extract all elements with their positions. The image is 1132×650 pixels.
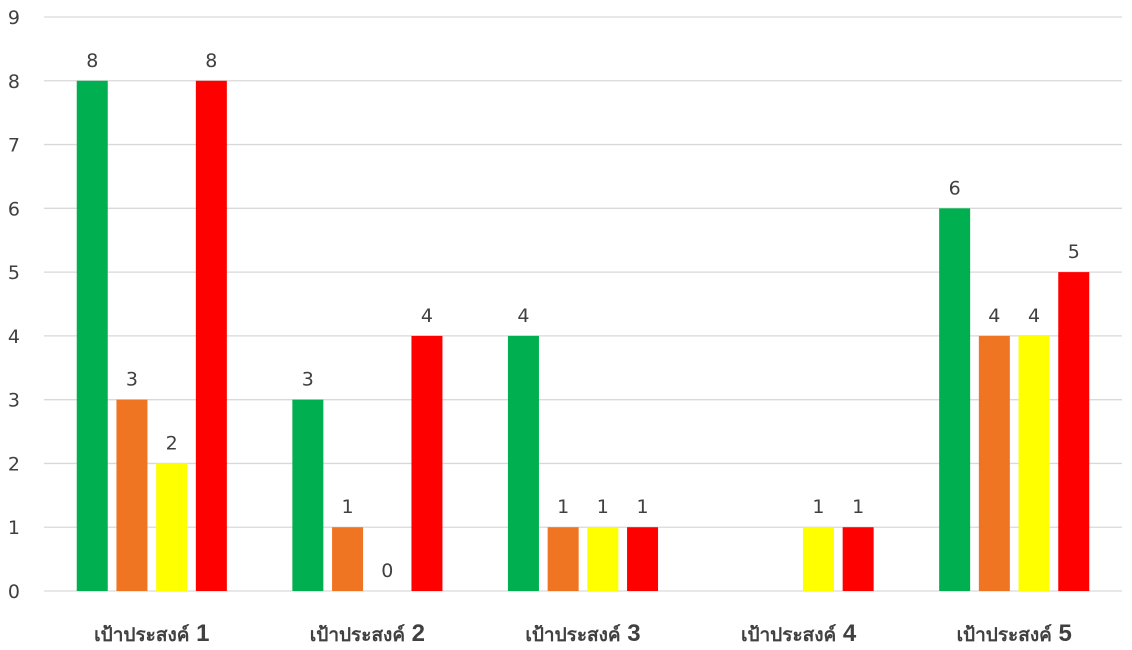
y-tick-label: 4	[8, 326, 20, 348]
x-category-text: เป้าประสงค์	[94, 624, 196, 646]
data-label: 4	[421, 305, 433, 327]
x-category-number: 2	[412, 620, 425, 646]
x-category-label: เป้าประสงค์ 4	[741, 620, 857, 646]
y-tick-label: 2	[8, 453, 20, 475]
data-label: 4	[517, 305, 529, 327]
bar	[76, 80, 108, 592]
y-tick-label: 5	[8, 262, 20, 284]
data-label: 1	[852, 496, 864, 518]
x-category-text: เป้าประสงค์	[310, 624, 412, 646]
data-label: 2	[166, 432, 178, 454]
bar	[547, 527, 579, 591]
y-tick-label: 7	[8, 135, 20, 157]
data-label: 4	[1028, 305, 1040, 327]
y-axis-ticks: 0 1 2 3 4 5 6 7 8 9	[8, 7, 20, 603]
x-category-number: 3	[627, 620, 640, 646]
x-category-label: เป้าประสงค์ 3	[525, 620, 640, 646]
bar	[842, 527, 874, 591]
data-label: 1	[557, 496, 569, 518]
y-tick-label: 6	[8, 198, 20, 220]
x-category-number: 4	[843, 620, 857, 646]
x-category-label: เป้าประสงค์ 5	[957, 620, 1072, 646]
x-category-text: เป้าประสงค์	[525, 624, 627, 646]
bar	[195, 80, 227, 592]
x-category-text: เป้าประสงค์	[741, 624, 843, 646]
y-tick-label: 8	[8, 71, 20, 93]
y-tick-label: 9	[8, 7, 20, 29]
data-label: 1	[597, 496, 609, 518]
bar	[627, 527, 659, 591]
x-category-number: 1	[196, 620, 209, 646]
bar	[332, 527, 364, 591]
bar	[507, 335, 539, 591]
bar	[1058, 272, 1090, 591]
x-category-label: เป้าประสงค์ 2	[310, 620, 425, 646]
y-tick-label: 0	[8, 581, 20, 603]
bar	[411, 335, 443, 591]
x-category-text: เป้าประสงค์	[957, 624, 1059, 646]
data-label: 6	[949, 177, 961, 199]
bar	[978, 335, 1010, 591]
data-label: 1	[812, 496, 824, 518]
data-label: 8	[205, 50, 217, 72]
bar	[587, 527, 619, 591]
data-label: 3	[126, 369, 138, 391]
y-tick-label: 3	[8, 390, 20, 412]
bars	[76, 80, 1090, 592]
y-tick-label: 1	[8, 517, 20, 539]
bar	[939, 208, 971, 592]
data-label: 1	[342, 496, 354, 518]
data-label: 1	[637, 496, 649, 518]
data-label: 4	[988, 305, 1000, 327]
bar	[802, 527, 834, 591]
bar	[156, 463, 188, 591]
data-label: 3	[302, 369, 314, 391]
x-category-label: เป้าประสงค์ 1	[94, 620, 209, 646]
data-labels: 8 3 2 8 3 1 0 4 4 1 1 1 1 1 6 4 4 5	[86, 50, 1080, 582]
data-label: 0	[381, 560, 393, 582]
data-label: 8	[86, 50, 98, 72]
bar	[1018, 335, 1050, 591]
x-category-number: 5	[1058, 620, 1071, 646]
bar	[292, 399, 324, 591]
bar	[116, 399, 148, 591]
data-label: 5	[1068, 241, 1080, 263]
